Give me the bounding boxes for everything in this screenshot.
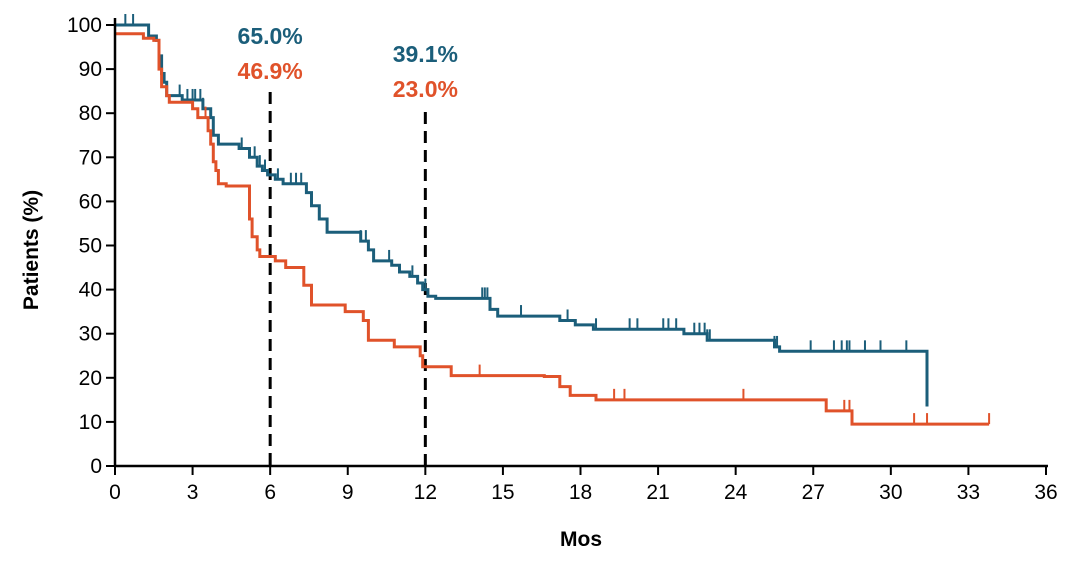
- y-tick-label: 60: [79, 190, 102, 213]
- x-tick-label: 6: [264, 481, 276, 504]
- ticks: 0 3 6 9 12 15 18 21 24 27 30 33 36010203040506070809…: [67, 14, 1058, 504]
- series-2-curve: [115, 32, 990, 426]
- annotation-label: 65.0%: [238, 23, 303, 49]
- y-tick-label: 70: [79, 146, 102, 169]
- y-tick-label: 90: [79, 58, 102, 81]
- y-tick-label: 0: [90, 455, 102, 478]
- x-axis-title: Mos: [560, 528, 602, 551]
- y-tick-label: 40: [79, 279, 102, 302]
- y-tick-label: 10: [79, 411, 102, 434]
- y-tick-label: 80: [79, 102, 102, 125]
- series-1: [115, 14, 929, 407]
- y-tick-label: 20: [79, 367, 102, 390]
- axes: [113, 18, 1048, 468]
- x-tick-label: 33: [957, 481, 980, 504]
- annotation-label: 23.0%: [393, 76, 458, 102]
- annotations: 65.0% 46.9% 39.1% 23.0%: [238, 23, 458, 102]
- x-tick-label: 36: [1034, 481, 1057, 504]
- x-tick-label: 21: [646, 481, 669, 504]
- x-tick-label: 30: [879, 481, 902, 504]
- x-tick-label: 24: [724, 481, 748, 504]
- y-axis-title: Patients (%): [20, 190, 43, 310]
- x-tick-label: 12: [414, 481, 437, 504]
- series-2: [115, 32, 991, 426]
- x-tick-label: 18: [569, 481, 592, 504]
- y-tick-label: 50: [79, 235, 102, 258]
- annotation-label: 46.9%: [238, 58, 303, 84]
- series-1-curve: [115, 23, 929, 407]
- reference-lines: [268, 92, 427, 466]
- x-tick-label: 9: [342, 481, 354, 504]
- x-tick-label: 27: [802, 481, 825, 504]
- x-tick-label: 3: [187, 481, 199, 504]
- annotation-label: 39.1%: [393, 41, 458, 67]
- x-tick-label: 15: [491, 481, 514, 504]
- x-tick-label: 0: [109, 481, 121, 504]
- series-layer: [115, 14, 991, 426]
- y-tick-label: 30: [79, 323, 102, 346]
- y-tick-label: 100: [67, 14, 102, 37]
